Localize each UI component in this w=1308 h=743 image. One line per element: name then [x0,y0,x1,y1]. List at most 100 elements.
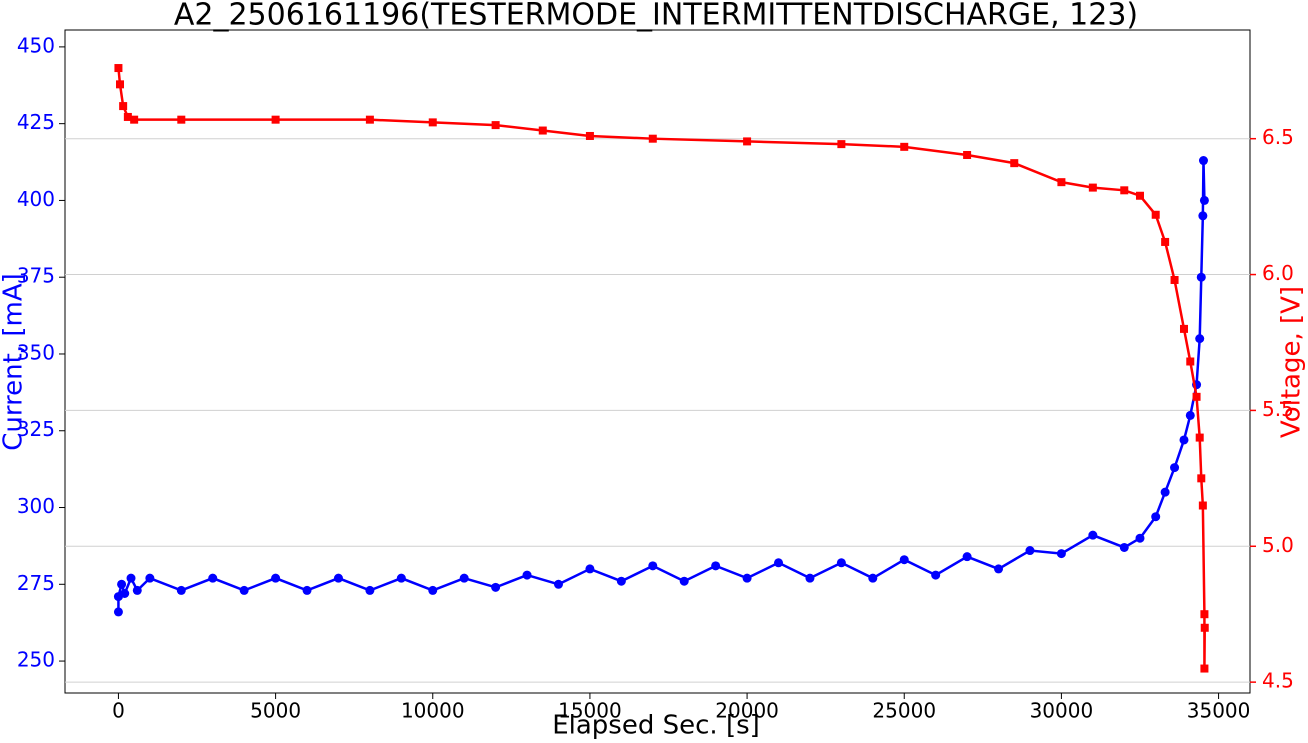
y2-tick-label: 5.5 [1262,397,1294,421]
data-point [1195,433,1204,442]
y-tick-label: 350 [17,340,55,364]
data-point [1119,542,1129,552]
y2-tick-label: 5.0 [1262,533,1294,557]
data-point [1135,191,1144,200]
data-point [538,126,547,135]
data-point [126,573,136,583]
data-point [428,585,438,595]
data-point [271,115,280,124]
x-tick-label: 0 [112,699,125,723]
data-point [616,576,626,586]
data-point [711,561,721,571]
data-point [899,555,909,565]
data-point [900,142,909,151]
data-point [1179,435,1189,445]
data-point [1200,664,1209,673]
x-tick-label: 20000 [715,699,779,723]
data-point [553,579,563,589]
data-point [132,585,142,595]
y-tick-label: 375 [17,264,55,288]
data-point [1185,410,1195,420]
data-point [1198,501,1207,510]
data-point [1088,183,1097,192]
data-point [1198,211,1208,221]
data-point [176,585,186,595]
y2-tick-label: 6.5 [1262,125,1294,149]
series-line [117,160,1206,612]
y-tick-label: 400 [17,187,55,211]
data-point [994,564,1004,574]
data-point [1151,512,1161,522]
data-point [805,573,815,583]
data-point [145,573,155,583]
plot-frame [64,29,1251,694]
data-point [365,115,374,124]
data-point [931,570,941,580]
y-tick-label: 425 [17,110,55,134]
chart-title: A2_2506161196(TESTERMODE_INTERMITTENTDIS… [174,0,1138,33]
data-point [208,573,218,583]
data-point [837,140,846,149]
x-tick-label: 10000 [401,699,465,723]
data-point [648,134,657,143]
data-point [130,115,139,124]
data-point [774,558,784,568]
data-point [1160,487,1170,497]
y-axis-label: Current, [mA] [0,273,29,451]
data-point [116,80,125,89]
data-point [585,564,595,574]
x-axis-label: Elapsed Sec. [s] [552,711,760,741]
x-tick-label: 25000 [872,699,936,723]
data-point [271,573,281,583]
data-point [177,115,186,124]
y-tick-label: 325 [17,417,55,441]
y2-tick-label: 4.5 [1262,669,1294,693]
data-point [396,573,406,583]
y-tick-label: 250 [17,648,55,672]
data-point [868,573,878,583]
data-point [123,112,132,121]
data-point [1161,237,1170,246]
data-point [491,582,501,592]
data-point [1199,195,1209,205]
data-point [117,579,127,589]
data-point [333,573,343,583]
data-point [428,118,437,127]
x-tick-label: 35000 [1187,699,1251,723]
y-tick-label: 300 [17,494,55,518]
x-tick-label: 15000 [558,699,622,723]
data-point [1010,159,1019,168]
y2-axis-label: Voltage, [V] [1277,286,1307,438]
data-point [119,102,128,111]
data-point [114,64,123,73]
data-point [1192,392,1201,401]
data-point [962,552,972,562]
y-tick-label: 275 [17,571,55,595]
data-point [1200,610,1209,619]
data-point [1025,546,1035,556]
x-tick-label: 30000 [1030,699,1094,723]
data-point [459,573,469,583]
data-point [1057,178,1066,187]
data-point [1170,275,1179,284]
data-point [585,131,594,140]
data-point [648,561,658,571]
data-point [1088,530,1098,540]
data-point [1135,533,1145,543]
data-point [120,589,130,599]
data-point [239,585,249,595]
data-point [1120,186,1129,195]
data-point [522,570,532,580]
data-point [1056,549,1066,559]
data-point [836,558,846,568]
x-tick-label: 5000 [250,699,301,723]
data-point [1151,210,1160,219]
data-point [1186,357,1195,366]
data-point [491,121,500,130]
series-line [117,67,1206,669]
data-point [963,150,972,159]
data-point [679,576,689,586]
data-point [365,585,375,595]
data-point [742,573,752,583]
